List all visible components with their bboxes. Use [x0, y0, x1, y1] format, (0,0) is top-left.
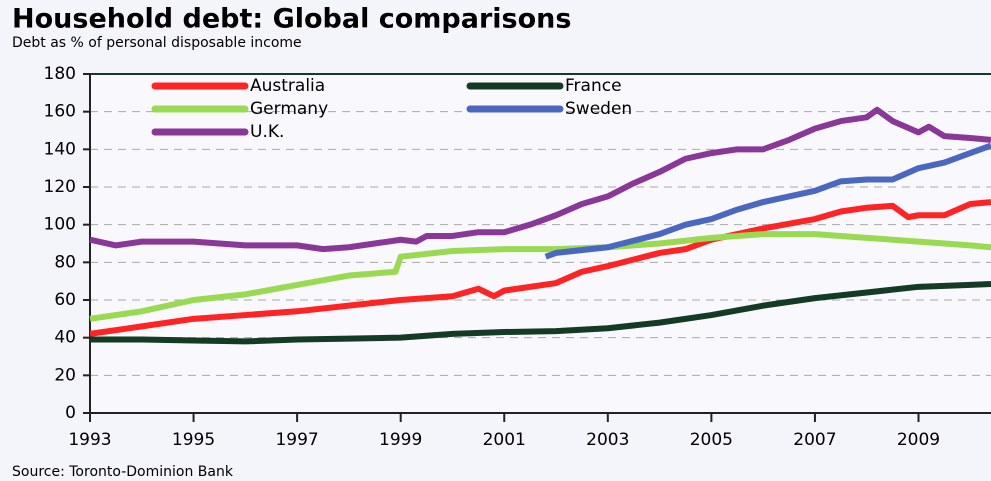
y-tick-label: 160: [44, 102, 76, 122]
x-tick-label: 1993: [68, 430, 111, 450]
y-tick-label: 180: [44, 64, 76, 84]
x-tick-label: 2007: [793, 430, 836, 450]
legend-label: Sweden: [565, 99, 632, 119]
series-line: [89, 106, 991, 253]
y-tick-label: 20: [54, 365, 76, 385]
x-tick-label: 1999: [379, 430, 422, 450]
series-line: [89, 199, 991, 337]
chart-title: Household debt: Global comparisons: [12, 4, 571, 35]
y-tick-label: 80: [54, 252, 76, 272]
legend-label: U.K.: [250, 122, 284, 142]
legend-label: Germany: [250, 99, 328, 119]
series-line: [89, 231, 991, 322]
x-tick-label: 1995: [172, 430, 215, 450]
x-tick-label: 1997: [275, 430, 318, 450]
y-tick-label: 40: [54, 328, 76, 348]
source: Source: Toronto-Dominion Bank: [12, 464, 234, 480]
y-tick-label: 60: [54, 290, 76, 310]
x-tick-label: 2001: [483, 430, 526, 450]
x-tick-label: 2003: [586, 430, 629, 450]
legend-label: France: [565, 76, 622, 96]
y-tick-label: 0: [65, 403, 76, 423]
chart-subtitle: Debt as % of personal disposable income: [12, 35, 302, 51]
legend-label: Australia: [250, 76, 325, 96]
x-tick-label: 2009: [897, 430, 940, 450]
series-line: [544, 142, 991, 260]
x-tick-label: 2005: [690, 430, 733, 450]
y-tick-label: 100: [44, 215, 76, 235]
y-tick-label: 140: [44, 139, 76, 159]
series-line: [90, 280, 991, 345]
y-tick-label: 120: [44, 177, 76, 197]
